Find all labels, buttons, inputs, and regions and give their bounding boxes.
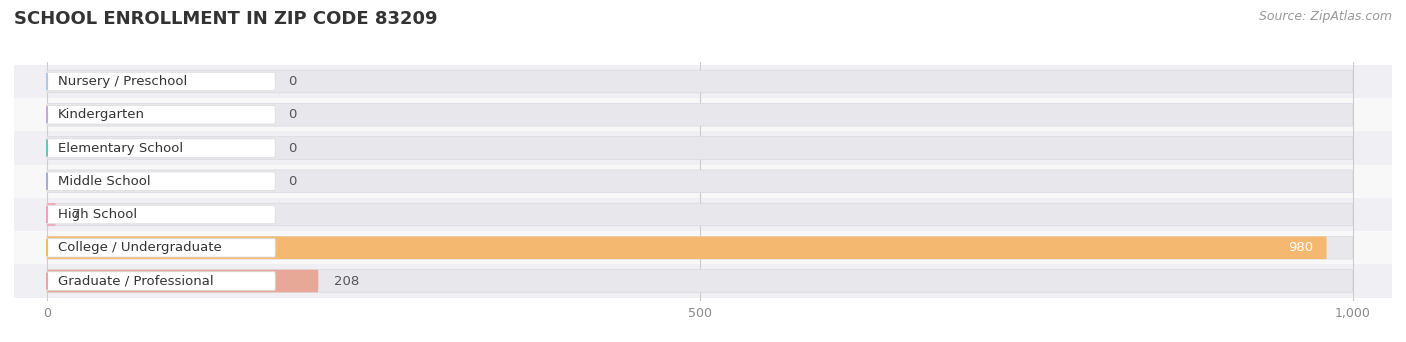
FancyBboxPatch shape bbox=[46, 103, 1353, 126]
Text: 208: 208 bbox=[335, 275, 360, 288]
FancyBboxPatch shape bbox=[7, 65, 1392, 98]
FancyBboxPatch shape bbox=[46, 270, 1353, 292]
FancyBboxPatch shape bbox=[7, 231, 1392, 264]
FancyBboxPatch shape bbox=[46, 139, 276, 157]
Text: SCHOOL ENROLLMENT IN ZIP CODE 83209: SCHOOL ENROLLMENT IN ZIP CODE 83209 bbox=[14, 10, 437, 28]
FancyBboxPatch shape bbox=[46, 270, 318, 292]
Text: College / Undergraduate: College / Undergraduate bbox=[58, 241, 222, 254]
FancyBboxPatch shape bbox=[7, 165, 1392, 198]
FancyBboxPatch shape bbox=[46, 172, 276, 190]
FancyBboxPatch shape bbox=[46, 170, 1353, 193]
FancyBboxPatch shape bbox=[7, 264, 1392, 298]
FancyBboxPatch shape bbox=[7, 98, 1392, 131]
Text: 0: 0 bbox=[288, 75, 297, 88]
Text: Nursery / Preschool: Nursery / Preschool bbox=[58, 75, 187, 88]
FancyBboxPatch shape bbox=[46, 203, 1353, 226]
Text: 0: 0 bbox=[288, 142, 297, 155]
FancyBboxPatch shape bbox=[7, 198, 1392, 231]
Text: Graduate / Professional: Graduate / Professional bbox=[58, 275, 214, 288]
Text: Elementary School: Elementary School bbox=[58, 142, 183, 155]
Text: 0: 0 bbox=[288, 175, 297, 188]
FancyBboxPatch shape bbox=[46, 236, 1327, 259]
Text: 7: 7 bbox=[72, 208, 80, 221]
Text: High School: High School bbox=[58, 208, 136, 221]
FancyBboxPatch shape bbox=[46, 105, 276, 124]
FancyBboxPatch shape bbox=[46, 72, 276, 91]
Text: 980: 980 bbox=[1288, 241, 1313, 254]
FancyBboxPatch shape bbox=[46, 272, 276, 290]
Text: Middle School: Middle School bbox=[58, 175, 150, 188]
Text: Source: ZipAtlas.com: Source: ZipAtlas.com bbox=[1258, 10, 1392, 23]
FancyBboxPatch shape bbox=[46, 238, 276, 257]
FancyBboxPatch shape bbox=[46, 205, 276, 224]
FancyBboxPatch shape bbox=[46, 236, 1353, 259]
FancyBboxPatch shape bbox=[7, 131, 1392, 165]
Text: 0: 0 bbox=[288, 108, 297, 121]
FancyBboxPatch shape bbox=[46, 203, 56, 226]
Text: Kindergarten: Kindergarten bbox=[58, 108, 145, 121]
FancyBboxPatch shape bbox=[46, 70, 1353, 93]
FancyBboxPatch shape bbox=[46, 137, 1353, 159]
